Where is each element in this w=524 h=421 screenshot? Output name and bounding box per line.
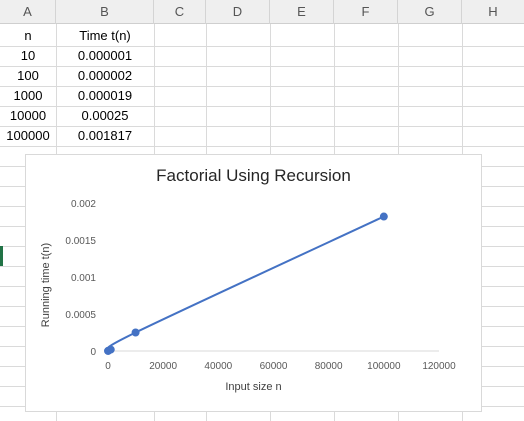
- cell-n[interactable]: 10: [20, 48, 36, 63]
- x-axis-title[interactable]: Input size n: [225, 381, 282, 393]
- cell-n[interactable]: 100000: [6, 128, 50, 143]
- cell-time[interactable]: 0.000001: [77, 48, 133, 63]
- column-header-a[interactable]: A: [0, 0, 56, 24]
- column-header-b[interactable]: B: [56, 0, 154, 24]
- y-tick-label: 0.0015: [65, 236, 96, 247]
- x-tick-label: 40000: [204, 361, 232, 372]
- column-header-h[interactable]: H: [488, 4, 498, 19]
- cell-header-n[interactable]: n: [24, 28, 32, 43]
- x-tick-label: 60000: [260, 361, 288, 372]
- x-tick-label: 100000: [367, 361, 401, 372]
- column-header-row: A B C D E F G H: [0, 0, 524, 24]
- series-line[interactable]: [106, 215, 385, 353]
- cell-time[interactable]: 0.000002: [77, 68, 133, 83]
- cell-time[interactable]: 0.001817: [77, 128, 133, 143]
- y-tick-label: 0.002: [71, 199, 96, 210]
- x-tick-label: 120000: [422, 361, 456, 372]
- chart-title[interactable]: Factorial Using Recursion: [156, 166, 351, 185]
- x-tick-label: 80000: [315, 361, 343, 372]
- chart-object[interactable]: Factorial Using Recursion Running time t…: [25, 154, 482, 412]
- column-header-e[interactable]: E: [270, 0, 334, 24]
- gridline: [0, 86, 524, 87]
- y-tick-label: 0.001: [71, 273, 96, 284]
- cell-n[interactable]: 10000: [9, 108, 47, 123]
- gridline: [0, 126, 524, 127]
- gridline: [0, 66, 524, 67]
- x-tick-label: 0: [105, 361, 111, 372]
- y-tick-label: 0: [90, 347, 96, 358]
- gridline: [0, 46, 524, 47]
- cell-n[interactable]: 100: [17, 68, 39, 83]
- column-header-f[interactable]: F: [334, 0, 398, 24]
- x-tick-label: 20000: [149, 361, 177, 372]
- data-point[interactable]: [379, 212, 388, 221]
- cell-header-time[interactable]: Time t(n): [79, 28, 131, 43]
- gridline: [0, 146, 524, 147]
- column-header-c[interactable]: C: [154, 0, 206, 24]
- cell-time[interactable]: 0.00025: [81, 108, 129, 123]
- column-header-d[interactable]: D: [206, 0, 270, 24]
- gridline: [0, 106, 524, 107]
- column-header-g[interactable]: G: [398, 0, 462, 24]
- plot-area[interactable]: 0 0.0005 0.001 0.0015 0.002 0 20000 40000 60000 8…: [26, 155, 481, 411]
- selected-row-marker: [0, 246, 3, 266]
- cell-time[interactable]: 0.000019: [77, 88, 133, 103]
- cell-n[interactable]: 1000: [13, 88, 43, 103]
- data-point[interactable]: [131, 328, 140, 337]
- data-point[interactable]: [106, 345, 115, 354]
- y-tick-label: 0.0005: [65, 310, 96, 321]
